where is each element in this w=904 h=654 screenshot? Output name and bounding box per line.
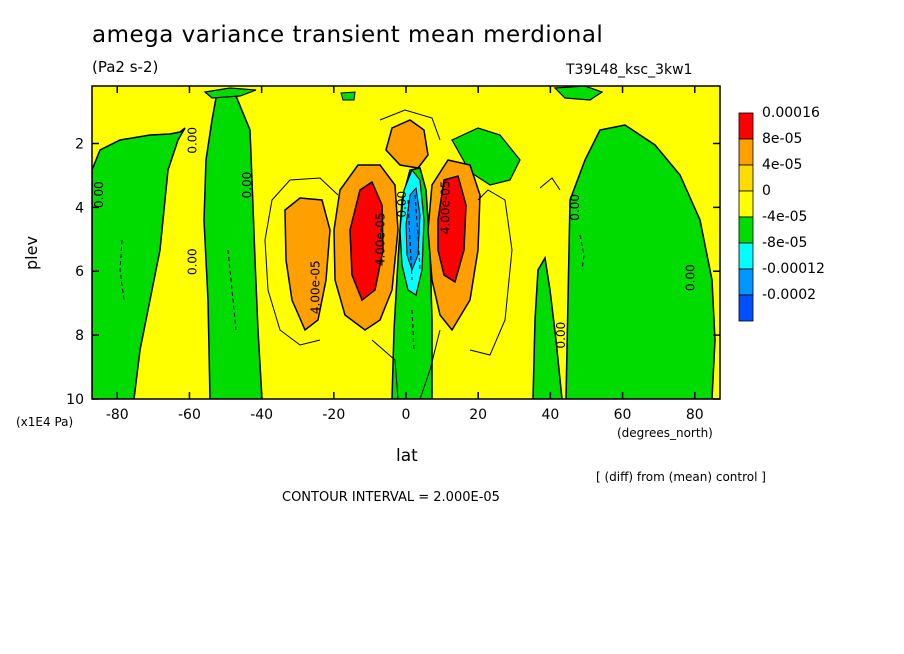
colorbar-label: -0.0002 [762,287,816,303]
y-axis-unit: (x1E4 Pa) [16,415,74,429]
colorbar-label: -8e-05 [762,235,807,251]
contour-label: 4.00e-05 [373,212,387,266]
colorbar-label: -4e-05 [762,209,807,225]
pos-lobe-south-outer [284,197,331,332]
x-tick-label: 20 [469,407,487,423]
x-axis-unit: (degrees_north) [617,426,713,440]
colorbar-label: 4e-05 [762,157,802,173]
neg-region-far-south [92,127,186,399]
colorbar-swatch [738,112,754,140]
pos-cap-equator [385,119,429,169]
contour-label: 0.00 [92,181,106,208]
neg-region-north [565,124,716,399]
colorbar-swatch [738,294,754,322]
y-axis-label: plev [22,236,41,270]
contour-label: 0.00 [684,264,698,291]
max-core-north [437,175,467,284]
contour-label: 0.00 [186,248,200,275]
contour-field [92,86,720,399]
x-axis-label: lat [396,446,418,466]
diff-note: [ (diff) from (mean) control ] [596,470,766,484]
contour-label: 0.00 [240,172,254,199]
chart-title: amega variance transient mean merdional [92,22,604,48]
colorbar: 0.00016 8e-05 4e-05 0 -4e-05 -8e-05 -0.00012 -0… [738,105,825,322]
chart-units: (Pa2 s-2) [92,58,159,76]
max-core-south [349,180,384,302]
contour-labels: 0.00 0.00 0.00 0.00 4.00e-05 4.00e-05 0.00 4.00… [92,127,698,349]
colorbar-swatch [738,268,754,296]
y-tick-label: 8 [75,328,84,344]
contour-label: 0.00 [554,322,568,349]
x-tick-label: 40 [541,407,559,423]
colorbar-label: -0.00012 [762,261,825,277]
y-tick-label: 6 [75,264,84,280]
x-tick-label: 80 [686,407,704,423]
neg-region-top-small [340,91,356,101]
colorbar-label: 0 [762,183,771,199]
neg-region-top-south [203,87,257,99]
x-tick-label: -20 [322,407,345,423]
colorbar-swatch [738,190,754,218]
contour-label: 0.00 [568,194,582,221]
contour-label: 4.00e-05 [438,181,452,235]
y-tick-label: 10 [66,392,84,408]
x-tick-label: -80 [106,407,129,423]
contour-label: 0.00 [395,191,409,218]
x-tick-label: 60 [614,407,632,423]
dashed-contours [119,194,585,351]
colorbar-swatch [738,138,754,166]
run-id-label: T39L48_ksc_3kw1 [566,62,693,78]
colorbar-swatch [738,216,754,244]
y-tick-label: 2 [75,136,84,152]
min-core-inner [405,186,421,272]
y-axis: 2 4 6 8 10 [66,136,720,408]
x-tick-label: -60 [178,407,201,423]
colorbar-swatch [738,242,754,270]
neg-region-mid-north [532,255,563,399]
contour-label: 4.00e-05 [308,260,322,314]
colorbar-swatch [738,164,754,192]
y-tick-label: 4 [75,200,84,216]
x-tick-label: 0 [402,407,411,423]
contour-label: 0.00 [186,127,200,154]
thin-contours [264,109,561,399]
x-tick-label: -40 [250,407,273,423]
colorbar-label: 0.00016 [762,105,820,121]
colorbar-label: 8e-05 [762,131,802,147]
x-axis: -80 -60 -40 -20 0 20 40 60 80 [106,86,704,423]
contour-interval-label: CONTOUR INTERVAL = 2.000E-05 [282,490,500,505]
